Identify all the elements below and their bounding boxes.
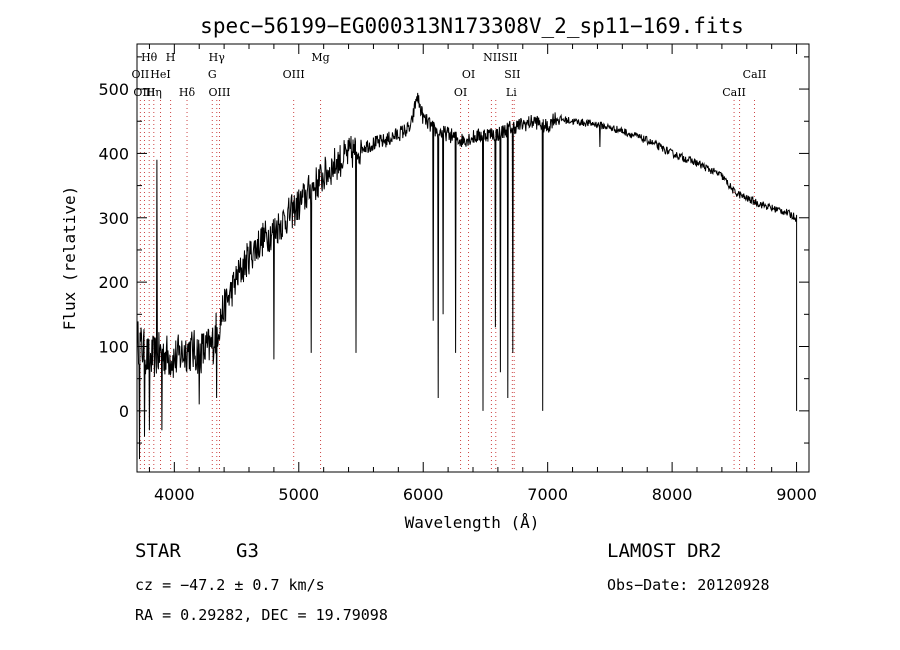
line-marker-label: HeI xyxy=(150,68,170,81)
coordinates: RA = 0.29282, DEC = 19.79098 xyxy=(135,606,388,624)
line-marker-label: Hη xyxy=(146,86,162,99)
y-tick-label: 0 xyxy=(119,402,129,421)
line-marker-label: OII xyxy=(132,68,150,81)
line-marker-label: OI xyxy=(462,68,475,81)
object-class: STAR xyxy=(135,540,181,562)
obs-date: Obs−Date: 20120928 xyxy=(607,576,770,594)
x-tick-label: 7000 xyxy=(527,485,568,504)
x-tick-label: 8000 xyxy=(652,485,693,504)
y-axis: 0 100 200 300 400 500 xyxy=(98,56,809,444)
line-marker-label: G xyxy=(208,68,217,81)
spectrum-line xyxy=(136,92,798,460)
chart-title: spec−56199−EG000313N173308V_2_sp11−169.f… xyxy=(200,14,744,38)
y-tick-label: 500 xyxy=(98,80,129,99)
line-marker-label: OI xyxy=(454,86,467,99)
line-marker-label: Hγ xyxy=(209,51,226,64)
survey-name: LAMOST DR2 xyxy=(607,540,722,562)
subclass: G3 xyxy=(236,540,259,562)
y-tick-label: 100 xyxy=(98,337,129,356)
line-marker-label: Hδ xyxy=(179,86,196,99)
y-tick-label: 200 xyxy=(98,273,129,292)
line-marker-label: H xyxy=(166,51,176,64)
line-marker-label: Hθ xyxy=(141,51,158,64)
y-axis-label: Flux (relative) xyxy=(60,186,79,331)
x-tick-label: 9000 xyxy=(776,485,817,504)
x-tick-label: 6000 xyxy=(403,485,444,504)
line-marker-label: NIISII xyxy=(483,51,518,64)
x-tick-label: 5000 xyxy=(278,485,319,504)
line-markers: Hθ H Hγ Mg NIISII OII HeI G OIII OI SII CaII OIII Hη H… xyxy=(132,51,767,472)
line-marker-label: Mg xyxy=(311,51,329,64)
line-marker-label: OIII xyxy=(283,68,305,81)
y-tick-label: 300 xyxy=(98,209,129,228)
line-marker-label: OIII xyxy=(208,86,230,99)
x-axis: 4000 5000 6000 7000 8000 9000 xyxy=(148,44,817,504)
x-tick-label: 4000 xyxy=(154,485,195,504)
line-marker-label: CaII xyxy=(722,86,746,99)
x-axis-label: Wavelength (Å) xyxy=(405,513,540,532)
line-marker-label: SII xyxy=(504,68,520,81)
line-marker-label: CaII xyxy=(743,68,767,81)
y-tick-label: 400 xyxy=(98,144,129,163)
redshift-value: cz = −47.2 ± 0.7 km/s xyxy=(135,576,325,594)
line-marker-label: Li xyxy=(506,86,517,99)
plot-frame xyxy=(136,43,810,473)
